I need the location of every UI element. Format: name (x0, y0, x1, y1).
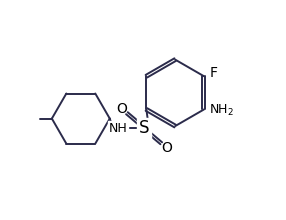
Text: S: S (139, 119, 149, 137)
Text: NH: NH (109, 122, 128, 135)
Text: O: O (116, 102, 127, 116)
Text: NH$_2$: NH$_2$ (209, 103, 234, 118)
Text: F: F (209, 66, 217, 80)
Text: O: O (161, 141, 172, 154)
